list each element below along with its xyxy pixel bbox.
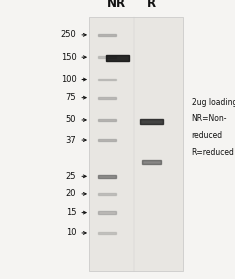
- Text: 15: 15: [66, 208, 76, 217]
- Text: 50: 50: [66, 116, 76, 124]
- Bar: [98, 211, 116, 214]
- Text: 2ug loading: 2ug loading: [192, 98, 235, 107]
- Bar: [98, 232, 116, 234]
- Text: 150: 150: [61, 53, 76, 62]
- Text: NR=Non-: NR=Non-: [192, 114, 227, 123]
- Bar: [98, 139, 116, 141]
- Bar: [98, 79, 116, 80]
- Bar: [98, 119, 116, 121]
- Bar: [98, 97, 116, 98]
- Text: R=reduced: R=reduced: [192, 148, 234, 157]
- Text: 250: 250: [61, 30, 76, 39]
- Bar: [98, 34, 116, 36]
- Bar: [98, 175, 116, 178]
- Bar: [140, 119, 163, 124]
- Bar: [106, 55, 129, 61]
- Text: 37: 37: [66, 136, 76, 145]
- Bar: [89, 17, 183, 271]
- Text: 20: 20: [66, 189, 76, 198]
- Text: 25: 25: [66, 172, 76, 181]
- Bar: [142, 160, 161, 163]
- Bar: [98, 56, 116, 58]
- Text: reduced: reduced: [192, 131, 223, 140]
- Text: NR: NR: [107, 0, 126, 10]
- Text: R: R: [147, 0, 156, 10]
- Text: 100: 100: [61, 75, 76, 84]
- Text: 75: 75: [66, 93, 76, 102]
- Text: 10: 10: [66, 229, 76, 237]
- Bar: [98, 193, 116, 195]
